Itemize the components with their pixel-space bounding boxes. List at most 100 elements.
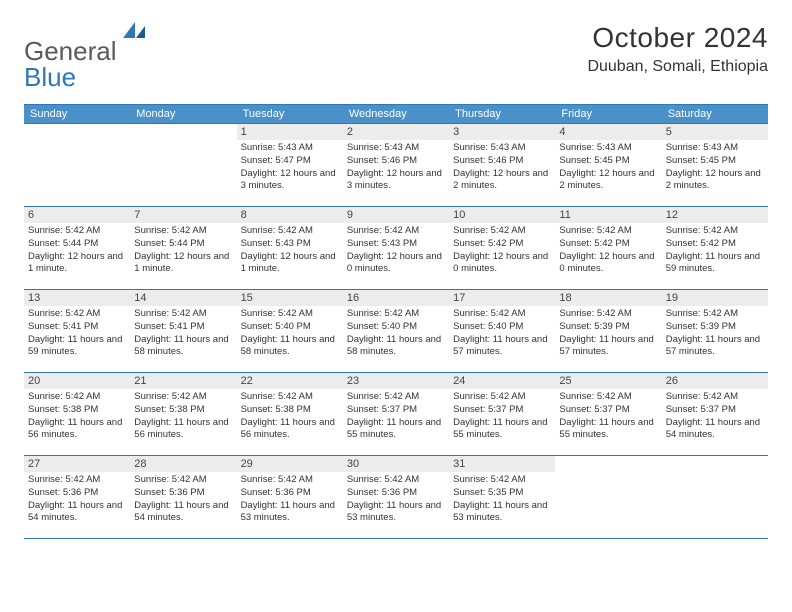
header: General Blue October 2024 Duuban, Somali…	[24, 22, 768, 90]
calendar-cell: 16Sunrise: 5:42 AMSunset: 5:40 PMDayligh…	[343, 290, 449, 372]
day-number: 10	[449, 207, 555, 223]
calendar-cell: 3 Sunrise: 5:43 AMSunset: 5:46 PMDaylight…	[449, 124, 555, 206]
day-info: Sunrise: 5:42 AMSunset: 5:40 PMDaylight:…	[453, 308, 551, 359]
location-text: Duuban, Somali, Ethiopia	[587, 58, 768, 76]
calendar-cell: 25Sunrise: 5:42 AMSunset: 5:37 PMDayligh…	[555, 373, 661, 455]
day-number: 13	[24, 290, 130, 306]
calendar-cell: 24Sunrise: 5:42 AMSunset: 5:37 PMDayligh…	[449, 373, 555, 455]
calendar-cell: .	[24, 124, 130, 206]
day-info: Sunrise: 5:43 AMSunset: 5:45 PMDaylight:…	[666, 142, 764, 193]
day-info: Sunrise: 5:42 AMSunset: 5:37 PMDaylight:…	[347, 391, 445, 442]
calendar-cell: 31 Sunrise: 5:42 AMSunset: 5:35 PMDayligh…	[449, 456, 555, 538]
day-info: Sunrise: 5:42 AMSunset: 5:40 PMDaylight:…	[241, 308, 339, 359]
calendar-cell: 5 Sunrise: 5:43 AMSunset: 5:45 PMDaylight…	[662, 124, 768, 206]
day-number: 6	[24, 207, 130, 223]
title-block: October 2024 Duuban, Somali, Ethiopia	[587, 22, 768, 76]
calendar-cell: 9Sunrise: 5:42 AMSunset: 5:43 PMDaylight…	[343, 207, 449, 289]
day-info: Sunrise: 5:43 AMSunset: 5:46 PMDaylight:…	[453, 142, 551, 193]
month-title: October 2024	[587, 22, 768, 54]
calendar-week: 27Sunrise: 5:42 AMSunset: 5:36 PMDayligh…	[24, 455, 768, 538]
day-number: 16	[343, 290, 449, 306]
calendar-cell: 8 Sunrise: 5:42 AMSunset: 5:43 PMDaylight…	[237, 207, 343, 289]
calendar-cell: 20 Sunrise: 5:42 AMSunset: 5:38 PMDayligh…	[24, 373, 130, 455]
calendar-cell: 30 Sunrise: 5:42 AMSunset: 5:36 PMDayligh…	[343, 456, 449, 538]
dayname-row: SundayMondayTuesdayWednesdayThursdayFrid…	[24, 105, 768, 123]
calendar-cell: 17Sunrise: 5:42 AMSunset: 5:40 PMDayligh…	[449, 290, 555, 372]
day-info: Sunrise: 5:42 AMSunset: 5:38 PMDaylight:…	[134, 391, 232, 442]
day-number: 9	[343, 207, 449, 223]
day-number: 2	[343, 124, 449, 140]
dayname: Wednesday	[343, 105, 449, 123]
day-number: 19	[662, 290, 768, 306]
calendar-cell: 27 Sunrise: 5:42 AMSunset: 5:36 PMDayligh…	[24, 456, 130, 538]
day-number: 11	[555, 207, 661, 223]
calendar: SundayMondayTuesdayWednesdayThursdayFrid…	[24, 104, 768, 539]
calendar-cell: 4 Sunrise: 5:43 AMSunset: 5:45 PMDaylight…	[555, 124, 661, 206]
day-number: 1	[237, 124, 343, 140]
day-info: Sunrise: 5:42 AMSunset: 5:36 PMDaylight:…	[28, 474, 126, 525]
day-number: 5	[662, 124, 768, 140]
day-number: 23	[343, 373, 449, 389]
day-number: 28	[130, 456, 236, 472]
calendar-cell: 10 Sunrise: 5:42 AMSunset: 5:42 PMDayligh…	[449, 207, 555, 289]
calendar-cell: 21 Sunrise: 5:42 AMSunset: 5:38 PMDayligh…	[130, 373, 236, 455]
calendar-bottom-rule	[24, 538, 768, 539]
logo: General Blue	[24, 22, 147, 90]
day-number: 4	[555, 124, 661, 140]
calendar-cell: 12 Sunrise: 5:42 AMSunset: 5:42 PMDayligh…	[662, 207, 768, 289]
day-number: 7	[130, 207, 236, 223]
logo-text-blue: Blue	[24, 62, 76, 92]
day-info: Sunrise: 5:42 AMSunset: 5:39 PMDaylight:…	[666, 308, 764, 359]
day-number: 12	[662, 207, 768, 223]
dayname: Sunday	[24, 105, 130, 123]
dayname: Monday	[130, 105, 236, 123]
day-number: 3	[449, 124, 555, 140]
calendar-cell: 2 Sunrise: 5:43 AMSunset: 5:46 PMDaylight…	[343, 124, 449, 206]
dayname: Friday	[555, 105, 661, 123]
day-info: Sunrise: 5:42 AMSunset: 5:44 PMDaylight:…	[134, 225, 232, 276]
day-number: 8	[237, 207, 343, 223]
day-info: Sunrise: 5:42 AMSunset: 5:36 PMDaylight:…	[347, 474, 445, 525]
dayname: Saturday	[662, 105, 768, 123]
day-info: Sunrise: 5:43 AMSunset: 5:47 PMDaylight:…	[241, 142, 339, 193]
day-info: Sunrise: 5:42 AMSunset: 5:43 PMDaylight:…	[241, 225, 339, 276]
day-info: Sunrise: 5:42 AMSunset: 5:35 PMDaylight:…	[453, 474, 551, 525]
day-info: Sunrise: 5:42 AMSunset: 5:42 PMDaylight:…	[453, 225, 551, 276]
dayname: Thursday	[449, 105, 555, 123]
calendar-cell: 7 Sunrise: 5:42 AMSunset: 5:44 PMDaylight…	[130, 207, 236, 289]
day-number: 22	[237, 373, 343, 389]
day-info: Sunrise: 5:42 AMSunset: 5:37 PMDaylight:…	[453, 391, 551, 442]
day-info: Sunrise: 5:43 AMSunset: 5:46 PMDaylight:…	[347, 142, 445, 193]
day-info: Sunrise: 5:43 AMSunset: 5:45 PMDaylight:…	[559, 142, 657, 193]
day-info: Sunrise: 5:42 AMSunset: 5:44 PMDaylight:…	[28, 225, 126, 276]
day-info: Sunrise: 5:42 AMSunset: 5:37 PMDaylight:…	[559, 391, 657, 442]
day-number: 26	[662, 373, 768, 389]
day-number: 31	[449, 456, 555, 472]
day-number: 30	[343, 456, 449, 472]
day-info: Sunrise: 5:42 AMSunset: 5:38 PMDaylight:…	[241, 391, 339, 442]
day-number: 14	[130, 290, 236, 306]
calendar-week: 6Sunrise: 5:42 AMSunset: 5:44 PMDaylight…	[24, 206, 768, 289]
calendar-cell: 13 Sunrise: 5:42 AMSunset: 5:41 PMDayligh…	[24, 290, 130, 372]
calendar-cell: 15Sunrise: 5:42 AMSunset: 5:40 PMDayligh…	[237, 290, 343, 372]
day-info: Sunrise: 5:42 AMSunset: 5:42 PMDaylight:…	[559, 225, 657, 276]
calendar-cell: .	[662, 456, 768, 538]
day-number: 29	[237, 456, 343, 472]
calendar-cell: 22 Sunrise: 5:42 AMSunset: 5:38 PMDayligh…	[237, 373, 343, 455]
day-info: Sunrise: 5:42 AMSunset: 5:38 PMDaylight:…	[28, 391, 126, 442]
calendar-cell: .	[130, 124, 236, 206]
calendar-cell: 14Sunrise: 5:42 AMSunset: 5:41 PMDayligh…	[130, 290, 236, 372]
day-info: Sunrise: 5:42 AMSunset: 5:37 PMDaylight:…	[666, 391, 764, 442]
day-info: Sunrise: 5:42 AMSunset: 5:41 PMDaylight:…	[28, 308, 126, 359]
logo-text-block: General Blue	[24, 22, 147, 90]
day-info: Sunrise: 5:42 AMSunset: 5:39 PMDaylight:…	[559, 308, 657, 359]
calendar-week: . . 1 Sunrise: 5:43 AMSunset: 5:47 PMDayl…	[24, 123, 768, 206]
day-info: Sunrise: 5:42 AMSunset: 5:36 PMDaylight:…	[134, 474, 232, 525]
day-number: 21	[130, 373, 236, 389]
calendar-cell: .	[555, 456, 661, 538]
calendar-cell: 1 Sunrise: 5:43 AMSunset: 5:47 PMDaylight…	[237, 124, 343, 206]
day-info: Sunrise: 5:42 AMSunset: 5:42 PMDaylight:…	[666, 225, 764, 276]
day-number: 27	[24, 456, 130, 472]
day-number: 20	[24, 373, 130, 389]
calendar-cell: 19 Sunrise: 5:42 AMSunset: 5:39 PMDayligh…	[662, 290, 768, 372]
